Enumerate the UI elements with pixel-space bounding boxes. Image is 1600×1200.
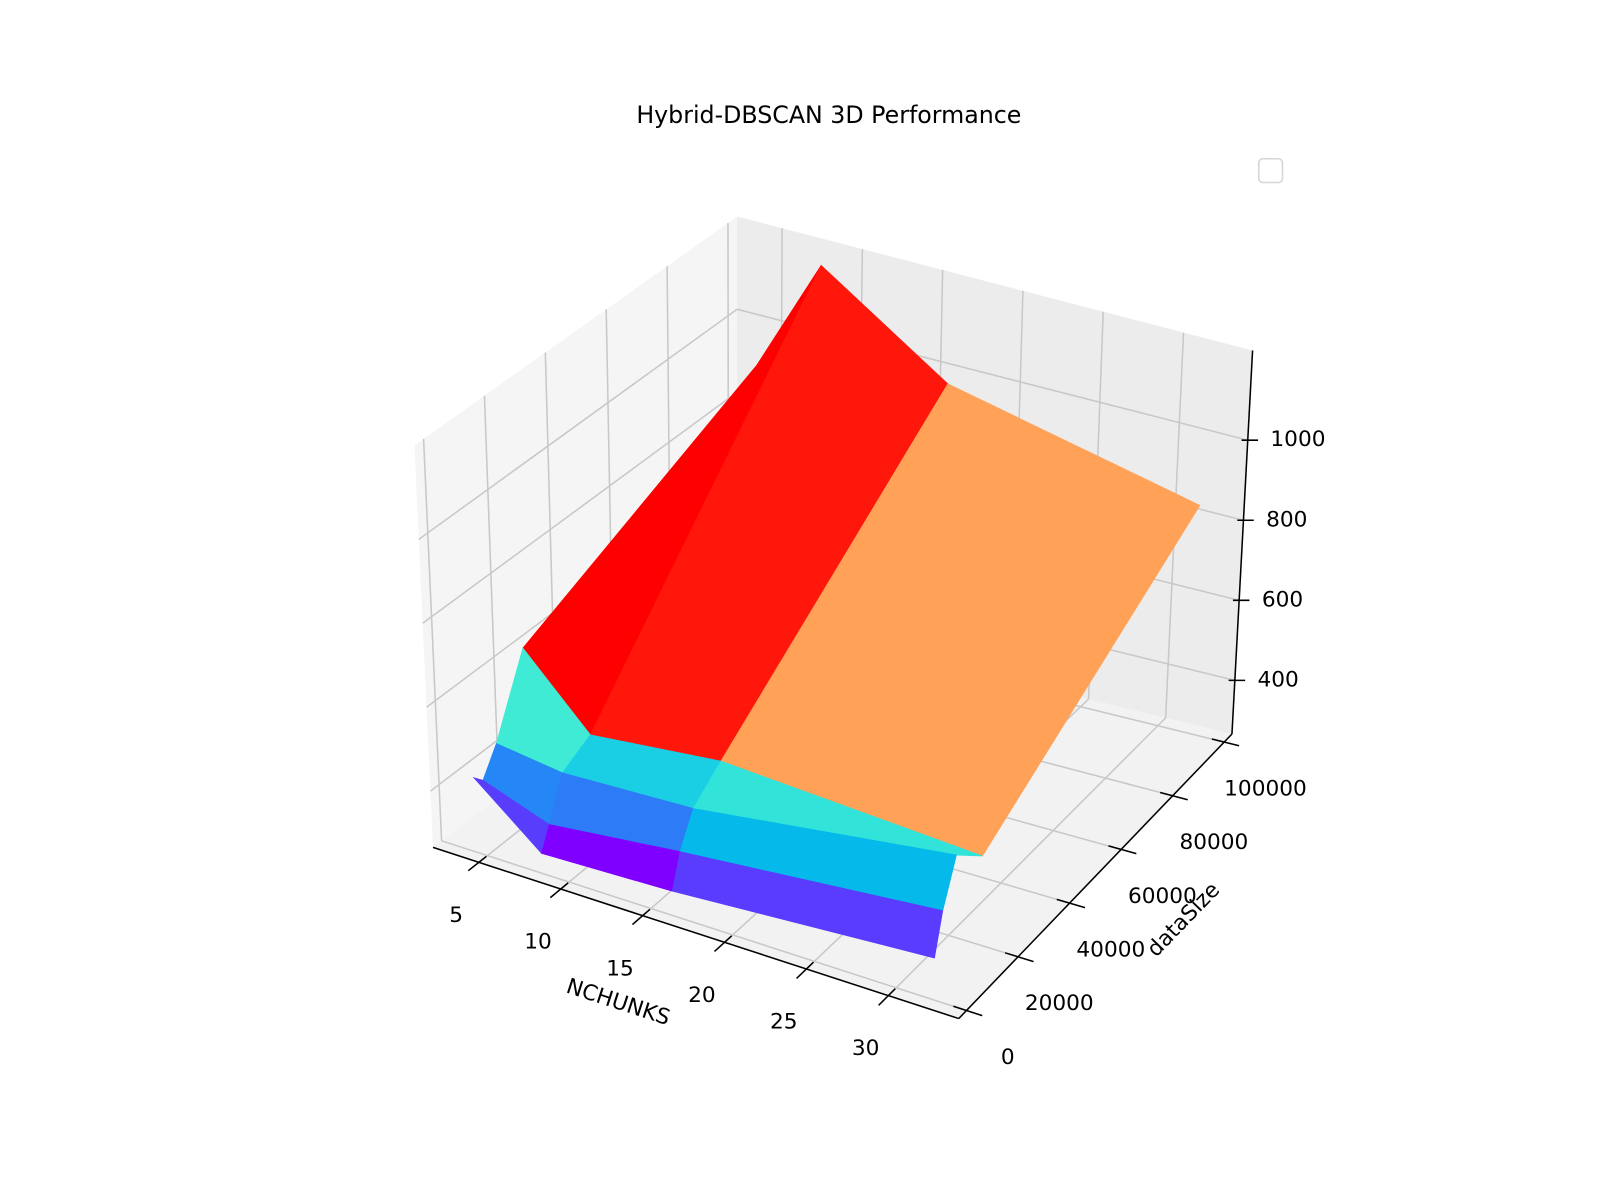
x-tick-label: 10 [524,930,552,955]
grid-line [422,391,738,624]
x-tick-label: 30 [852,1036,880,1061]
x-tick-label: 20 [688,983,716,1008]
z-tick-label: 600 [1262,587,1303,612]
x-tick [713,935,733,953]
grid-line [418,308,738,540]
grid-line [483,395,500,797]
z-axis-line [1231,350,1254,735]
y-tick [1159,791,1188,801]
x-tick [549,882,569,899]
y-tick-label: 20000 [1025,991,1094,1016]
x-axis-line [432,846,960,1020]
y-tick [953,1005,983,1017]
y-tick [1108,845,1137,855]
y-tick [1211,738,1240,747]
chart-title: Hybrid-DBSCAN 3D Performance [636,101,1021,129]
y-axis-line [958,733,1233,1020]
x-tick [631,908,651,926]
z-tick-label: 1000 [1270,427,1325,452]
x-tick [878,988,896,1006]
x-tick [796,961,815,979]
y-tick-label: 0 [1001,1045,1015,1070]
y-tick [1004,952,1034,963]
y-tick-label: 40000 [1076,938,1145,963]
x-tick-label: 25 [770,1010,798,1035]
y-tick-label: 80000 [1180,830,1249,855]
legend-box [1257,157,1284,184]
y-tick-label: 60000 [1128,884,1197,909]
x-tick-label: 15 [606,956,634,981]
y-tick-label: 100000 [1224,776,1307,801]
grid-line [422,438,443,841]
z-tick-label: 400 [1258,667,1299,692]
y-tick [1056,898,1086,909]
x-tick [467,855,487,872]
grid-line [441,840,967,1012]
x-tick-label: 5 [449,903,463,928]
surface-facet [671,851,944,959]
z-tick-label: 800 [1266,507,1307,532]
